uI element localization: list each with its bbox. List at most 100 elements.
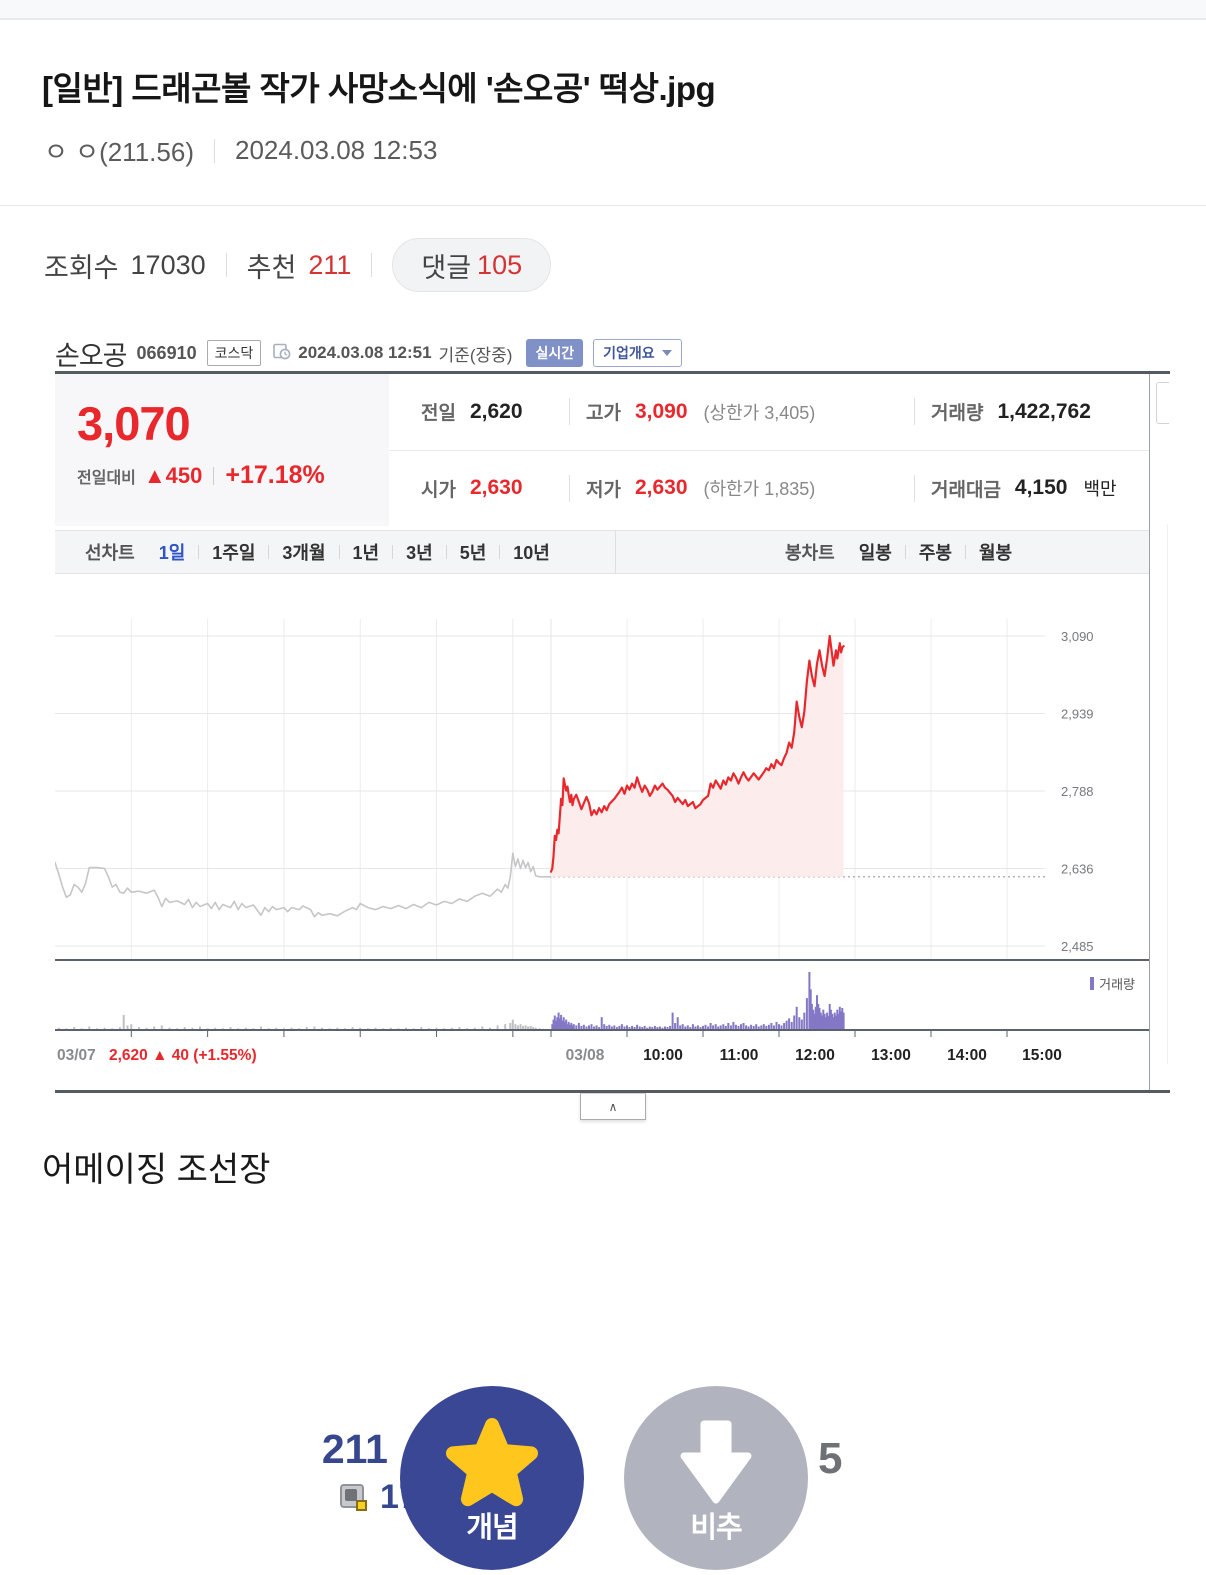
tab-3month[interactable]: 3개월	[282, 543, 326, 563]
svg-text:13:00: 13:00	[871, 1047, 911, 1064]
tabbar-divider	[615, 531, 616, 573]
svg-text:2,939: 2,939	[1061, 707, 1094, 722]
stock-name[interactable]: 손오공	[55, 340, 128, 371]
volume-bar-icon	[1090, 977, 1095, 990]
candle-chart-label: 봉차트	[785, 543, 835, 563]
tab-weekly[interactable]: 주봉	[918, 543, 952, 563]
separator	[225, 253, 227, 277]
line-chart-label: 선차트	[85, 543, 135, 563]
author-nickname[interactable]: ㅇ ㅇ(211.56)	[44, 137, 194, 167]
fixed-nick-icon	[340, 1484, 370, 1514]
quote-datetime: 2024.03.08 12:51	[298, 343, 432, 362]
tab-1day[interactable]: 1일	[158, 543, 186, 563]
market-badge: 코스닥	[206, 340, 262, 366]
post-meta: ㅇ ㅇ(211.56) 2024.03.08 12:53	[44, 132, 437, 169]
tab-3year[interactable]: 3년	[406, 543, 433, 563]
trade-value-label: 거래대금	[931, 479, 1001, 501]
volume-value: 1,422,762	[997, 399, 1091, 423]
post-date: 2024.03.08 12:53	[234, 135, 438, 165]
tab-monthly[interactable]: 월봉	[978, 543, 1013, 563]
tab-1week[interactable]: 1주일	[212, 543, 256, 563]
lower-limit: (하한가 1,835)	[703, 479, 816, 500]
next-panel-fragment-line	[1167, 524, 1168, 1064]
tab-10year[interactable]: 10년	[513, 543, 550, 563]
candle-chart-tabs: 봉차트 일봉 주봉 월봉	[785, 539, 1012, 565]
upvote-button[interactable]: 개념	[400, 1386, 584, 1570]
volume-legend: 거래량	[1090, 974, 1135, 993]
comments-pill[interactable]: 댓글 105	[392, 238, 552, 292]
svg-text:2,620 ▲ 40 (+1.55%): 2,620 ▲ 40 (+1.55%)	[109, 1047, 257, 1064]
high-field: 고가 3,090 (상한가 3,405)	[569, 398, 914, 426]
stock-main-panel: 3,070 전일대비 ▲450 +17.18% 전일 2,620	[54, 371, 1170, 1093]
price-chart[interactable]: 3,090 2,939 2,788 2,636 2,485 03/07 2,620 ▲ 40…	[54, 574, 1149, 1093]
prev-close-value: 2,620	[469, 399, 523, 423]
low-value: 2,630	[634, 476, 688, 500]
price-fields-row-2: 시가 2,630 저가 2,630 (하한가 1,835) 거래대금 4,150…	[389, 449, 1149, 527]
price-fields-row-1: 전일 2,620 고가 3,090 (상한가 3,405) 거래량 1,422,…	[389, 374, 1149, 450]
post-stats: 조회수 17030 추천 211 댓글 105	[44, 238, 552, 292]
comments-label: 댓글	[421, 252, 472, 283]
realtime-badge: 실시간	[526, 339, 584, 367]
post-title: [일반] 드래곤볼 작가 사망소식에 '손오공' 떡상.jpg	[42, 70, 716, 107]
svg-text:10:00: 10:00	[643, 1047, 683, 1064]
chart-canvas: 3,090 2,939 2,788 2,636 2,485 03/07 2,620 ▲ 40…	[54, 619, 1149, 1064]
company-overview-dropdown[interactable]: 기업개요	[593, 339, 682, 367]
likes-label: 추천	[246, 252, 297, 283]
separator	[213, 466, 215, 485]
price-summary: 3,070 전일대비 ▲450 +17.18% 전일 2,620	[55, 374, 1149, 526]
clock-icon	[273, 342, 291, 365]
divider	[0, 205, 1206, 206]
likes-count: 211	[308, 249, 352, 280]
svg-text:03/08: 03/08	[566, 1047, 605, 1064]
svg-text:2,788: 2,788	[1061, 784, 1094, 799]
low-field: 저가 2,630 (하한가 1,835)	[569, 474, 914, 502]
views-label: 조회수	[44, 252, 119, 283]
company-overview-label: 기업개요	[603, 345, 655, 361]
high-label: 고가	[586, 403, 621, 425]
downvote-label: 비추	[690, 1512, 742, 1544]
svg-text:12:00: 12:00	[795, 1047, 835, 1064]
separator	[213, 138, 215, 163]
separator	[371, 253, 373, 277]
likes-stat: 추천 211	[247, 246, 352, 285]
current-price-box: 3,070 전일대비 ▲450 +17.18%	[55, 374, 389, 526]
low-label: 저가	[586, 479, 621, 501]
stock-widget: 손오공 066910 코스닥 2024.03.08 12:51 기준(장중) 실…	[54, 335, 1170, 1127]
post-body-text: 어메이징 조선장	[42, 1151, 271, 1189]
change-percent: +17.18%	[225, 461, 325, 489]
open-field: 시가 2,630	[389, 475, 569, 502]
stock-widget-header: 손오공 066910 코스닥 2024.03.08 12:51 기준(장중) 실…	[55, 335, 682, 371]
upvote-count: 211	[321, 1426, 388, 1472]
open-value: 2,630	[469, 476, 523, 500]
volume-field: 거래량 1,422,762	[914, 398, 1149, 426]
collapse-chart-button[interactable]: ∧	[580, 1093, 646, 1120]
panel-right-border	[1149, 374, 1150, 1090]
change-label: 전일대비	[77, 469, 136, 487]
prev-close-field: 전일 2,620	[389, 398, 569, 425]
svg-text:15:00: 15:00	[1022, 1047, 1062, 1064]
high-value: 3,090	[634, 399, 688, 423]
current-price: 3,070	[77, 397, 191, 450]
svg-text:14:00: 14:00	[947, 1047, 987, 1064]
svg-text:2,636: 2,636	[1061, 862, 1094, 877]
tab-1year[interactable]: 1년	[352, 543, 380, 563]
prev-close-label: 전일	[421, 403, 456, 425]
downvote-count: 5	[818, 1434, 843, 1483]
chevron-down-icon	[661, 350, 672, 356]
svg-text:2,485: 2,485	[1061, 939, 1094, 954]
volume-legend-label: 거래량	[1099, 977, 1135, 992]
top-header-strip	[0, 0, 1206, 20]
svg-text:11:00: 11:00	[720, 1047, 759, 1064]
downvote-button[interactable]: 비추	[624, 1386, 808, 1570]
open-label: 시가	[421, 479, 456, 501]
views-stat: 조회수 17030	[44, 246, 206, 285]
comments-count: 105	[477, 249, 523, 280]
tab-daily[interactable]: 일봉	[858, 543, 892, 563]
star-icon	[446, 1418, 538, 1507]
price-change-row: 전일대비 ▲450 +17.18%	[77, 461, 389, 490]
chart-tabbar: 선차트 1일 1주일 3개월 1년 3년 5년 10년	[55, 530, 1149, 574]
tab-5year[interactable]: 5년	[459, 543, 487, 563]
quote-datetime-suffix: 기준(장중)	[438, 345, 513, 365]
svg-text:3,090: 3,090	[1061, 629, 1094, 644]
